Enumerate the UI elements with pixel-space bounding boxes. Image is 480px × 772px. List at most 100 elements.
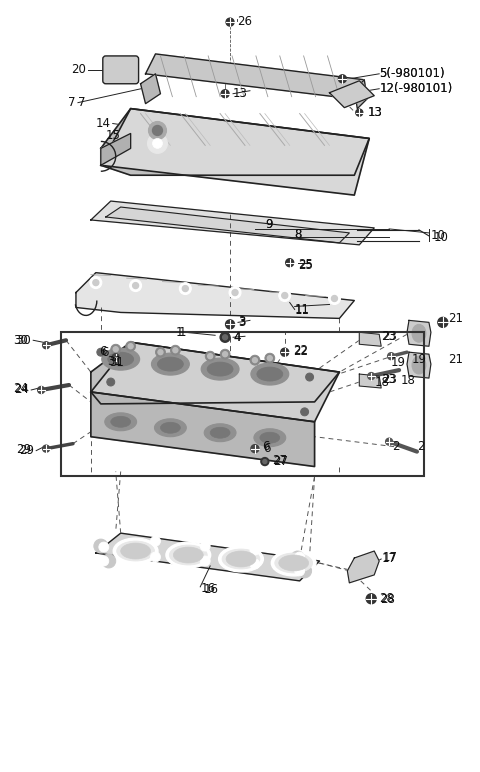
Polygon shape [348,551,379,583]
Text: 5(-980101): 5(-980101) [379,67,445,80]
Ellipse shape [222,549,260,569]
Text: 11: 11 [295,304,310,317]
Circle shape [180,283,192,295]
Text: 18: 18 [401,374,416,387]
Ellipse shape [120,543,151,559]
Polygon shape [101,109,369,195]
Circle shape [43,342,49,349]
Circle shape [132,283,139,289]
Circle shape [113,347,118,352]
Ellipse shape [173,547,203,563]
Text: 12(-980101): 12(-980101) [379,83,453,95]
Polygon shape [91,342,339,422]
Text: 6: 6 [99,345,107,357]
Polygon shape [360,332,381,346]
Text: 25: 25 [298,259,312,273]
Text: 13: 13 [367,106,382,119]
Text: 4: 4 [233,330,240,344]
Circle shape [126,341,136,351]
Ellipse shape [204,424,236,442]
Ellipse shape [117,541,155,561]
Circle shape [267,356,272,361]
Ellipse shape [157,357,183,371]
Ellipse shape [412,356,426,374]
Text: 6: 6 [101,346,108,359]
Ellipse shape [102,348,140,370]
Ellipse shape [160,422,180,433]
Ellipse shape [257,367,283,381]
Circle shape [153,126,162,135]
Circle shape [107,378,115,386]
Text: 14: 14 [96,117,111,130]
Ellipse shape [155,418,186,437]
Text: 12(-980101): 12(-980101) [379,83,453,95]
Text: 30: 30 [13,334,28,347]
Text: 2: 2 [417,440,424,453]
Text: 28: 28 [380,593,395,606]
Text: 16: 16 [203,584,218,596]
Text: 15: 15 [106,129,120,142]
Text: 21: 21 [448,353,463,366]
Circle shape [147,134,168,154]
Circle shape [306,373,313,381]
Text: 9: 9 [265,218,272,232]
Ellipse shape [166,542,211,568]
Text: 17: 17 [381,553,396,566]
Text: 27: 27 [273,455,288,468]
Text: 8: 8 [295,229,302,242]
Ellipse shape [271,550,316,576]
Ellipse shape [111,416,131,427]
Text: 7: 7 [69,96,76,109]
Text: 23: 23 [381,373,396,385]
Circle shape [128,344,133,349]
Circle shape [221,90,229,98]
Circle shape [151,536,160,546]
Circle shape [250,545,260,555]
Text: 31: 31 [109,356,124,369]
Text: 29: 29 [16,443,31,456]
Circle shape [282,293,288,299]
Text: 22: 22 [293,345,308,357]
Ellipse shape [251,363,288,385]
Text: 21: 21 [448,312,463,325]
Ellipse shape [152,354,189,375]
Text: 4: 4 [233,330,240,344]
Circle shape [232,290,238,296]
Polygon shape [76,273,354,318]
Ellipse shape [218,546,264,572]
Circle shape [356,109,363,116]
Text: 23: 23 [382,330,397,343]
Text: 1: 1 [175,326,183,339]
Circle shape [300,408,309,416]
Polygon shape [407,352,431,378]
Circle shape [99,542,109,552]
Text: 24: 24 [13,382,28,395]
Polygon shape [101,109,369,175]
Text: 27: 27 [272,454,287,467]
Text: 24: 24 [14,384,29,397]
Text: 31: 31 [107,354,121,367]
Circle shape [265,354,275,363]
Polygon shape [145,54,364,100]
Polygon shape [329,81,374,107]
Circle shape [366,594,376,604]
Circle shape [200,541,210,551]
Text: 8: 8 [295,229,302,242]
Circle shape [279,290,291,302]
Circle shape [99,556,109,566]
Text: 1: 1 [179,326,186,339]
Circle shape [94,539,108,553]
Circle shape [90,276,102,289]
Circle shape [281,348,288,356]
Circle shape [182,286,188,292]
Text: 5(-980101): 5(-980101) [379,67,445,80]
Circle shape [43,445,49,452]
Circle shape [286,259,294,266]
Circle shape [151,552,160,562]
Circle shape [295,566,305,576]
Ellipse shape [207,362,233,376]
Text: 26: 26 [237,15,252,28]
Ellipse shape [201,358,239,380]
Circle shape [220,332,230,342]
Text: 2: 2 [392,440,400,453]
